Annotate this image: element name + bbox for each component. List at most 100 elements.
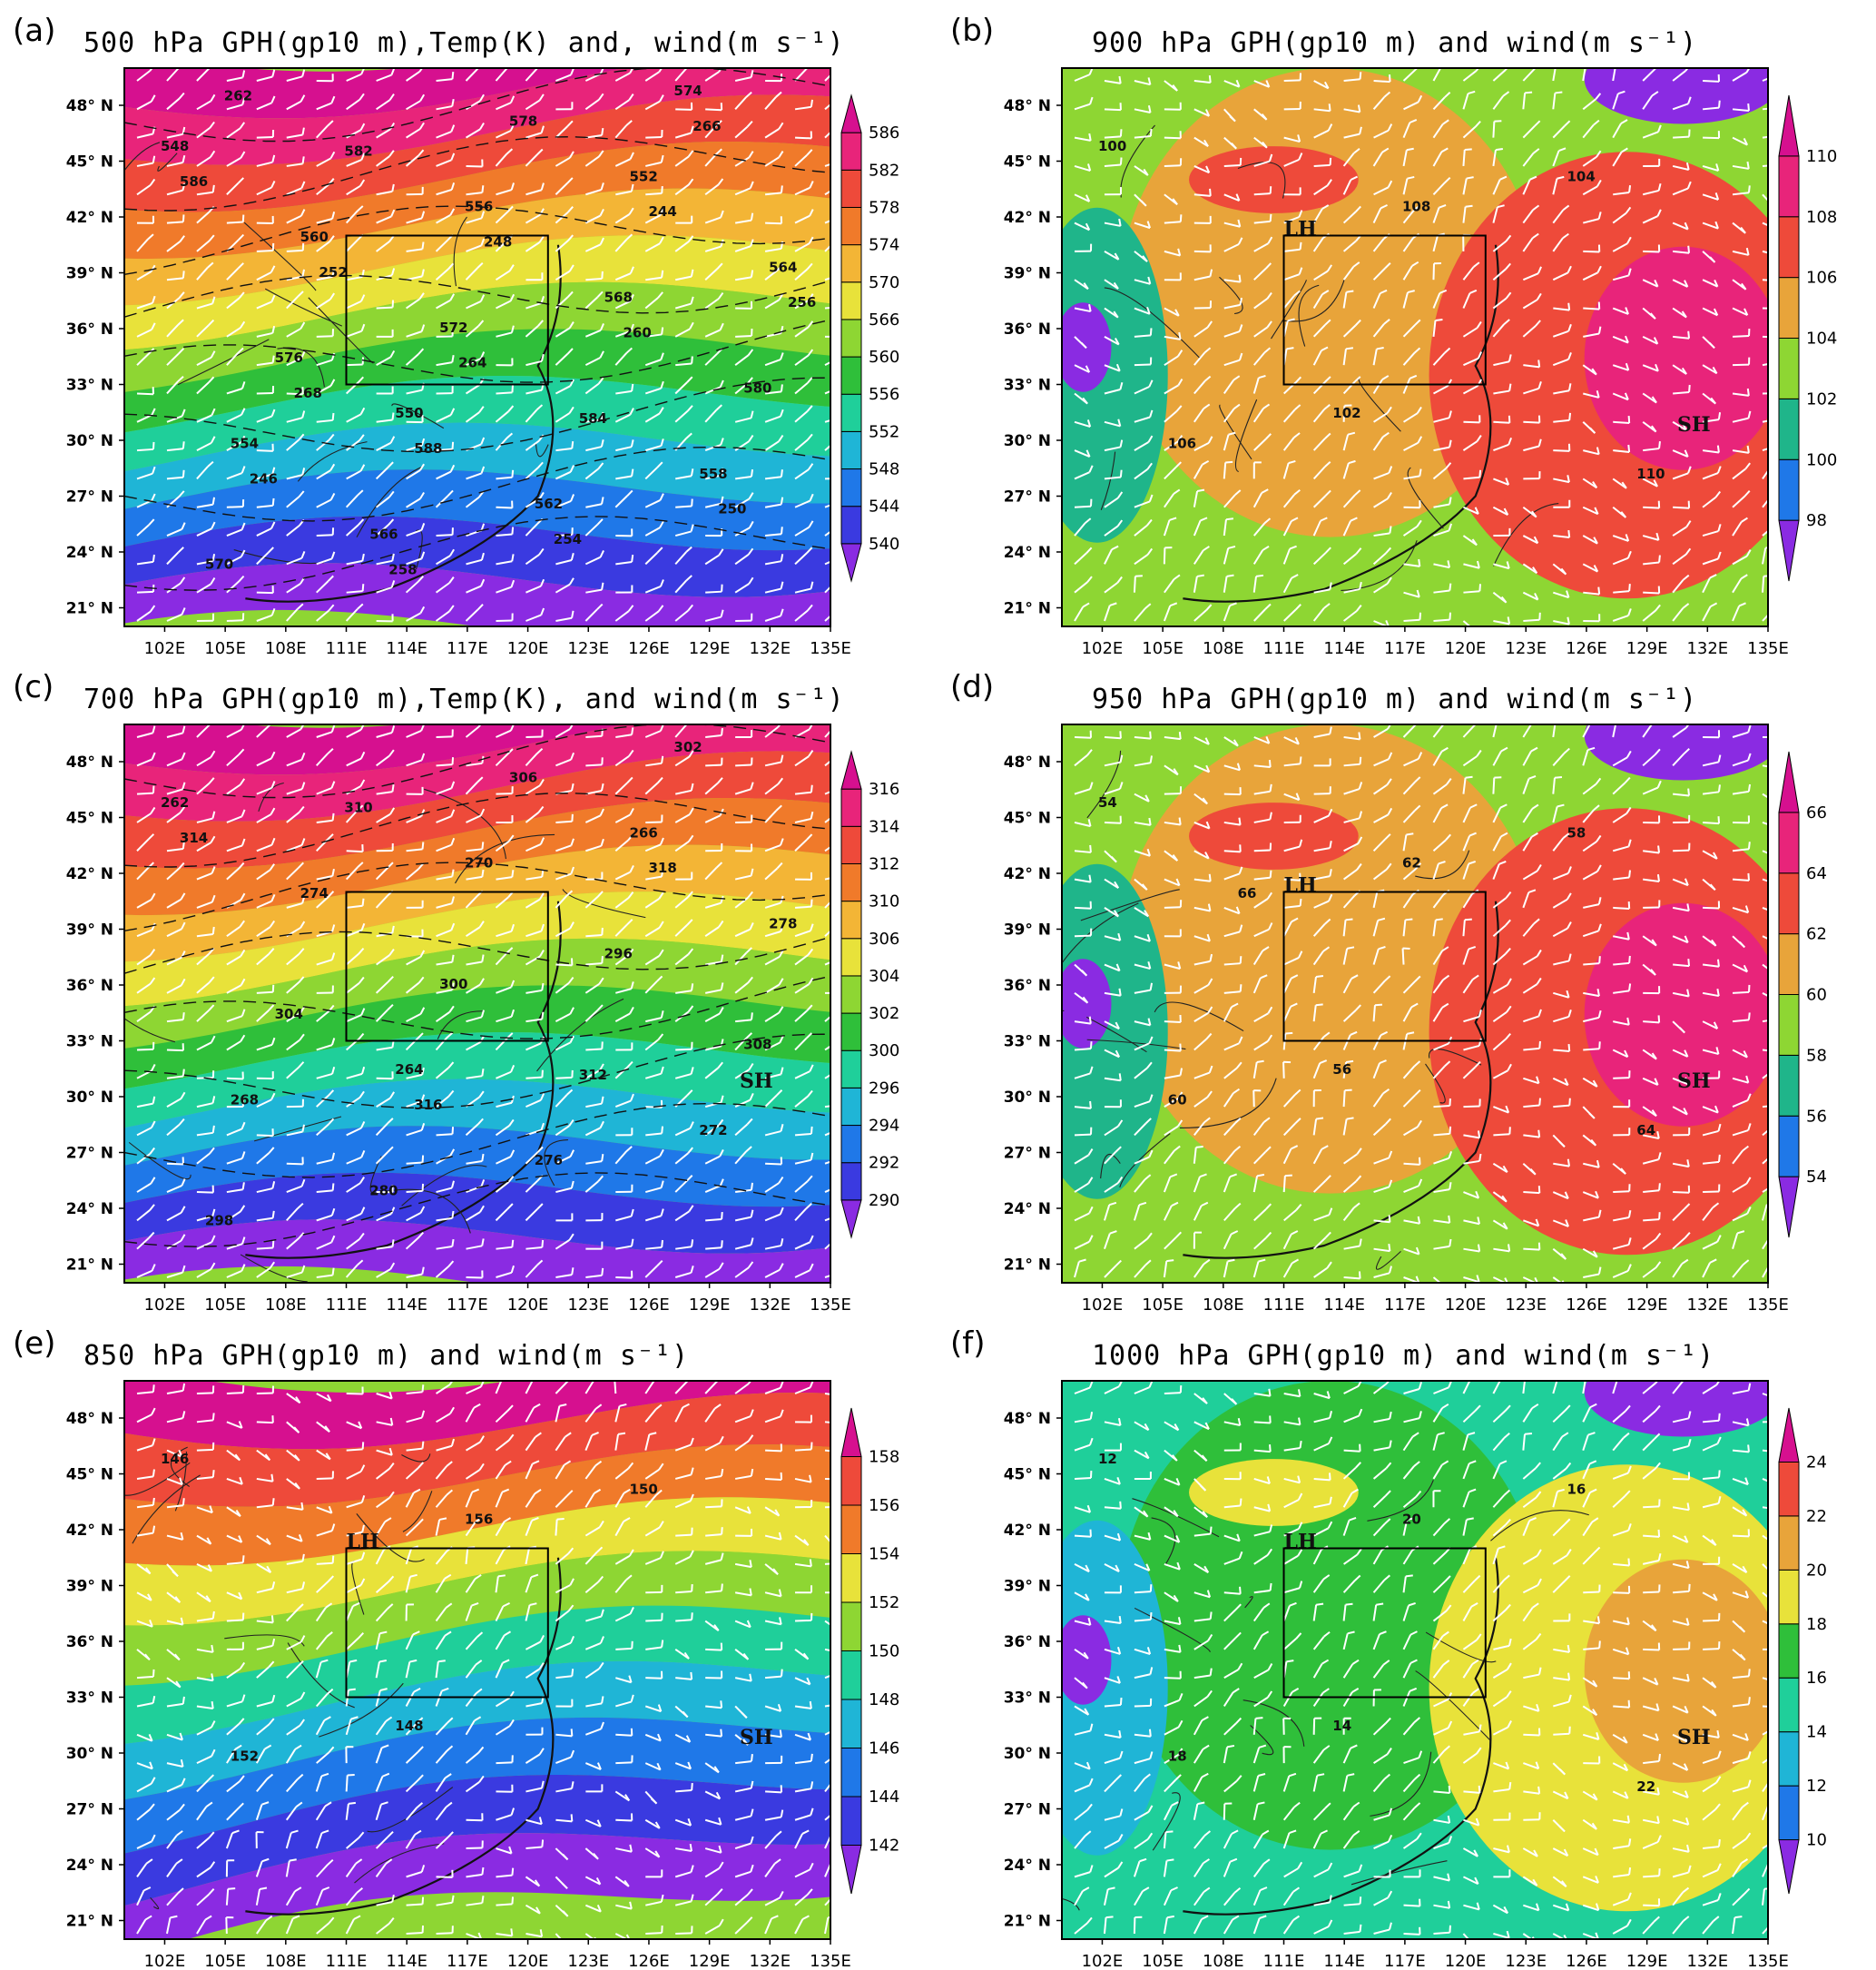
panel-title: 850 hPa GPH(gp10 m) and wind(m s⁻¹) — [83, 1340, 690, 1372]
longitude-tick-label: 132E — [749, 1295, 791, 1313]
colorbar-tick-label: 142 — [869, 1837, 899, 1856]
longitude-tick-label: 132E — [1686, 1295, 1728, 1313]
map-plot: 12 14 16 18 20 22 LH SH 21° N 24° N 27° N 30° N 33° … — [1004, 1380, 1827, 1969]
latitude-tick-label: 45° N — [66, 810, 113, 828]
contour-label: 582 — [344, 143, 372, 160]
contour-label: 572 — [439, 320, 467, 336]
contour-label: 150 — [630, 1481, 658, 1497]
panel-title: 500 hPa GPH(gp10 m),Temp(K) and, wind(m … — [83, 27, 845, 59]
longitude-tick-label: 126E — [1566, 639, 1607, 656]
colorbar-tick-label: 552 — [869, 422, 899, 441]
longitude-tick-label: 120E — [1445, 1952, 1487, 1969]
longitude-tick-label: 126E — [628, 1295, 670, 1313]
longitude-tick-label: 135E — [1747, 1295, 1789, 1313]
panel-c: (c) 700 hPa GPH(gp10 m),Temp(K), and wind… — [0, 656, 938, 1313]
latitude-tick-label: 45° N — [1004, 810, 1051, 828]
contour-label: 14 — [1332, 1718, 1351, 1734]
contour-label: 250 — [718, 501, 746, 517]
latitude-tick-label: 48° N — [1004, 1410, 1051, 1428]
contour-label: 558 — [699, 466, 727, 482]
contour-label: 20 — [1402, 1512, 1421, 1528]
subtropical-high-marker: SH — [740, 1726, 773, 1749]
contour-label: 60 — [1168, 1092, 1187, 1108]
longitude-tick-label: 120E — [1445, 1295, 1487, 1313]
colorbar-tick-label: 20 — [1806, 1561, 1827, 1580]
latitude-tick-label: 36° N — [1004, 1633, 1051, 1651]
subtropical-high-marker: SH — [1677, 413, 1711, 437]
latitude-tick-label: 42° N — [1004, 209, 1051, 227]
latitude-tick-label: 48° N — [1004, 754, 1051, 772]
panel-a: (a) 500 hPa GPH(gp10 m),Temp(K) and, wind… — [0, 0, 938, 656]
panel-title: 1000 hPa GPH(gp10 m) and wind(m s⁻¹) — [1092, 1340, 1715, 1372]
colorbar-tick-label: 574 — [869, 236, 899, 255]
colorbar-tick-label: 566 — [869, 310, 899, 330]
contour-label: 308 — [743, 1036, 771, 1052]
longitude-tick-label: 129E — [689, 1295, 731, 1313]
colorbar-tick-label: 102 — [1806, 389, 1837, 409]
contour-label: 314 — [180, 830, 208, 846]
colorbar-tick-label: 158 — [869, 1448, 899, 1467]
contour-label: 278 — [769, 915, 797, 931]
colorbar-tick-label: 548 — [869, 460, 899, 479]
contour-label: 576 — [275, 350, 303, 366]
contour-label: 584 — [579, 410, 607, 427]
contour-label: 262 — [161, 794, 189, 811]
contour-label: 248 — [484, 234, 512, 251]
longitude-tick-label: 126E — [1566, 1295, 1607, 1313]
contour-label: 574 — [673, 83, 702, 99]
longitude-tick-label: 102E — [144, 1295, 186, 1313]
colorbar-tick-label: 98 — [1806, 511, 1827, 530]
colorbar-tick-label: 104 — [1806, 330, 1837, 349]
colorbar-tick-label: 14 — [1806, 1723, 1827, 1742]
colorbar-tick-label: 540 — [869, 535, 899, 554]
colorbar-tick-label: 304 — [869, 967, 899, 986]
colorbar-tick-label: 12 — [1806, 1777, 1827, 1796]
longitude-tick-label: 123E — [1505, 1295, 1547, 1313]
longitude-tick-label: 129E — [1626, 1295, 1668, 1313]
contour-label: 56 — [1332, 1061, 1351, 1078]
latitude-tick-label: 39° N — [1004, 265, 1051, 283]
contour-label: 258 — [388, 561, 417, 577]
contour-label: 270 — [465, 855, 493, 872]
latitude-tick-label: 45° N — [1004, 153, 1051, 172]
panel-e: (e) 850 hPa GPH(gp10 m) and wind(m s⁻¹) 14… — [0, 1313, 938, 1969]
contour-label: 272 — [699, 1122, 727, 1138]
latitude-tick-label: 39° N — [66, 1578, 113, 1596]
low-heat-marker: LH — [1284, 874, 1317, 898]
colorbar-tick-label: 294 — [869, 1117, 899, 1136]
latitude-tick-label: 48° N — [66, 754, 113, 772]
contour-label: 296 — [604, 946, 633, 962]
longitude-tick-label: 123E — [567, 639, 609, 656]
contour-label: 108 — [1402, 199, 1430, 215]
colorbar-tick-label: 106 — [1806, 269, 1837, 288]
longitude-tick-label: 108E — [265, 1295, 307, 1313]
contour-label: 268 — [231, 1092, 259, 1108]
latitude-tick-label: 36° N — [1004, 977, 1051, 995]
latitude-tick-label: 36° N — [1004, 320, 1051, 339]
colorbar-tick-label: 300 — [869, 1041, 899, 1060]
longitude-tick-label: 117E — [1384, 1295, 1426, 1313]
colorbar-tick-label: 570 — [869, 273, 899, 292]
colorbar-tick-label: 150 — [869, 1642, 899, 1661]
longitude-tick-label: 108E — [1203, 1952, 1244, 1969]
colorbar-tick-label: 58 — [1806, 1046, 1827, 1065]
colorbar-tick-label: 154 — [869, 1545, 899, 1564]
contour-label: 256 — [788, 294, 816, 310]
latitude-tick-label: 33° N — [1004, 1033, 1051, 1051]
colorbar-tick-label: 290 — [869, 1191, 899, 1210]
latitude-tick-label: 24° N — [1004, 544, 1051, 562]
contour-label: 550 — [395, 405, 423, 421]
latitude-tick-label: 33° N — [1004, 1689, 1051, 1708]
longitude-tick-label: 117E — [447, 1295, 488, 1313]
contour-label: 304 — [275, 1006, 303, 1022]
longitude-tick-label: 111E — [1263, 639, 1305, 656]
contour-label: 104 — [1567, 168, 1596, 184]
colorbar-tick-label: 306 — [869, 930, 899, 949]
low-heat-marker: LH — [1284, 218, 1317, 241]
contour-label: 254 — [554, 531, 582, 547]
longitude-tick-label: 123E — [567, 1295, 609, 1313]
longitude-tick-label: 111E — [326, 1295, 368, 1313]
panel-b: (b) 900 hPa GPH(gp10 m) and wind(m s⁻¹) 10… — [938, 0, 1875, 656]
contour-label: 306 — [509, 769, 537, 785]
colorbar-tick-label: 152 — [869, 1593, 899, 1612]
